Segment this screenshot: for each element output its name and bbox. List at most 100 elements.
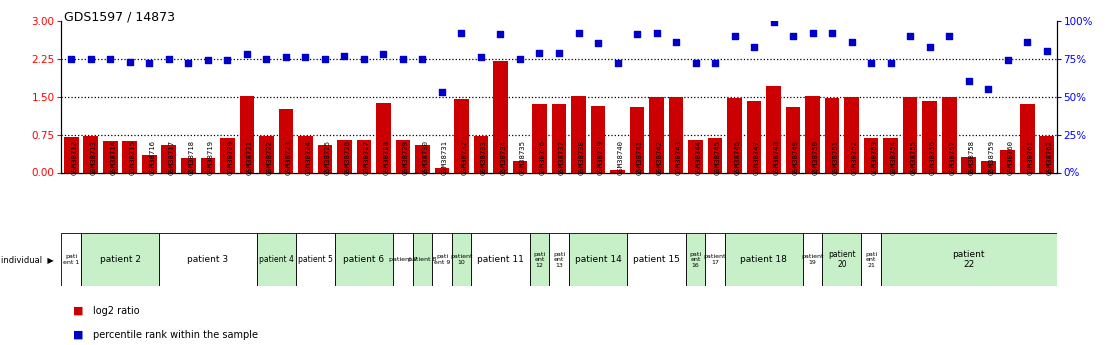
Point xyxy=(628,32,646,37)
Text: GSM38725: GSM38725 xyxy=(325,140,331,175)
Point xyxy=(589,41,607,46)
Text: pati
ent 1: pati ent 1 xyxy=(63,254,79,265)
Text: pati
ent
21: pati ent 21 xyxy=(865,252,878,267)
Bar xyxy=(413,233,433,286)
Text: GSM38733: GSM38733 xyxy=(481,140,487,175)
Bar xyxy=(220,138,235,172)
Point xyxy=(667,39,685,45)
Text: pati
ent
12: pati ent 12 xyxy=(533,252,546,267)
Text: GSM38757: GSM38757 xyxy=(949,140,955,175)
Point xyxy=(726,33,743,39)
Bar xyxy=(530,233,549,286)
Bar xyxy=(471,233,530,286)
Text: GSM38735: GSM38735 xyxy=(520,140,525,175)
Text: GSM38722: GSM38722 xyxy=(266,140,273,175)
Bar xyxy=(650,97,664,172)
Bar xyxy=(1001,150,1015,172)
Bar xyxy=(961,157,976,172)
Bar xyxy=(161,145,177,172)
Text: GSM38736: GSM38736 xyxy=(540,140,546,175)
Point xyxy=(550,50,568,55)
Text: patient 4: patient 4 xyxy=(258,255,294,264)
Point xyxy=(453,30,471,36)
Point xyxy=(257,56,275,61)
Text: GSM38726: GSM38726 xyxy=(344,140,350,175)
Bar xyxy=(84,136,98,172)
Bar xyxy=(396,140,410,172)
Point xyxy=(218,57,236,63)
Bar xyxy=(689,140,703,172)
Text: GSM38728: GSM38728 xyxy=(383,140,389,175)
Text: GSM38727: GSM38727 xyxy=(363,140,370,175)
Text: GSM38755: GSM38755 xyxy=(910,140,916,175)
Bar xyxy=(747,101,761,172)
Text: patient
10: patient 10 xyxy=(451,254,473,265)
Point xyxy=(882,60,900,66)
Bar xyxy=(474,136,489,172)
Text: GSM38715: GSM38715 xyxy=(130,140,135,175)
Point xyxy=(511,56,529,61)
Point xyxy=(940,33,958,39)
Point xyxy=(862,60,880,66)
Bar xyxy=(181,158,196,172)
Point xyxy=(531,50,549,55)
Text: GSM38729: GSM38729 xyxy=(402,140,409,175)
Text: GSM38753: GSM38753 xyxy=(871,140,878,175)
Bar xyxy=(903,97,918,172)
Bar xyxy=(454,99,468,172)
Bar xyxy=(629,107,644,172)
Bar xyxy=(415,145,429,172)
Text: GSM38751: GSM38751 xyxy=(832,140,838,175)
Text: GSM38752: GSM38752 xyxy=(852,140,858,175)
Text: GSM38713: GSM38713 xyxy=(91,140,97,175)
Bar xyxy=(318,145,332,172)
Text: patient
19: patient 19 xyxy=(802,254,824,265)
Point xyxy=(335,53,353,58)
Text: GSM38760: GSM38760 xyxy=(1007,140,1014,175)
Text: pati
ent
16: pati ent 16 xyxy=(690,252,702,267)
Bar xyxy=(64,137,78,172)
Bar xyxy=(766,87,781,172)
Bar xyxy=(571,96,586,172)
Text: GSM38738: GSM38738 xyxy=(578,140,585,175)
Text: GSM38742: GSM38742 xyxy=(656,140,663,175)
Bar xyxy=(394,233,413,286)
Bar xyxy=(980,161,995,172)
Bar xyxy=(610,170,625,172)
Bar xyxy=(239,96,254,172)
Text: GSM38732: GSM38732 xyxy=(462,140,467,175)
Text: patient 8: patient 8 xyxy=(408,257,437,262)
Text: GSM38734: GSM38734 xyxy=(501,140,506,175)
Bar xyxy=(708,138,722,172)
Bar xyxy=(551,104,567,172)
Bar xyxy=(295,233,334,286)
Bar xyxy=(922,101,937,172)
Bar xyxy=(627,233,685,286)
Text: GSM38730: GSM38730 xyxy=(423,140,428,175)
Bar xyxy=(61,233,80,286)
Text: GSM38737: GSM38737 xyxy=(559,140,565,175)
Point xyxy=(179,60,197,66)
Bar xyxy=(728,98,742,172)
Text: GSM38720: GSM38720 xyxy=(227,140,234,175)
Point xyxy=(979,86,997,92)
Bar xyxy=(200,158,215,172)
Text: GSM38731: GSM38731 xyxy=(442,140,448,175)
Text: GSM38717: GSM38717 xyxy=(169,140,174,175)
Bar xyxy=(103,141,117,172)
Point xyxy=(492,32,510,37)
Bar xyxy=(80,233,159,286)
Text: patient 18: patient 18 xyxy=(740,255,787,264)
Text: percentile rank within the sample: percentile rank within the sample xyxy=(93,330,258,339)
Text: GSM38744: GSM38744 xyxy=(695,140,702,175)
Text: patient 2: patient 2 xyxy=(100,255,141,264)
Point xyxy=(569,30,587,36)
Bar xyxy=(532,104,547,172)
Bar xyxy=(142,155,157,172)
Text: GSM38740: GSM38740 xyxy=(617,140,624,175)
Bar xyxy=(376,103,390,172)
Text: GSM38724: GSM38724 xyxy=(305,140,312,175)
Point xyxy=(394,56,411,61)
Point xyxy=(921,44,939,49)
Bar xyxy=(685,233,705,286)
